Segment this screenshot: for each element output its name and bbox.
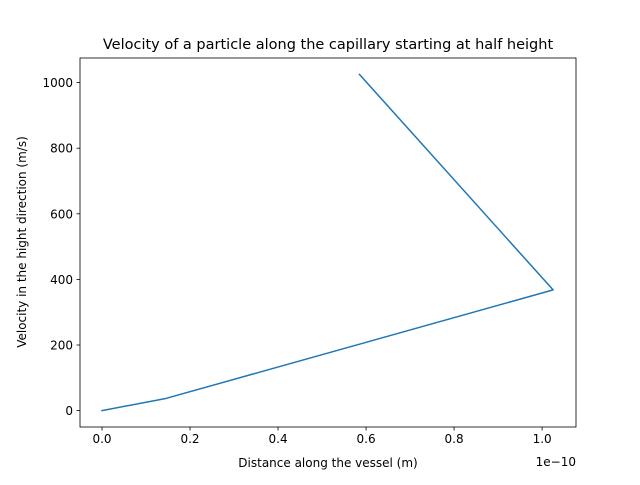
plot-area [101,73,554,412]
x-tick-label: 0.0 [92,432,111,446]
x-tick-label: 0.4 [269,432,288,446]
x-tick-label: 0.8 [445,432,464,446]
x-tick-label: 1.0 [533,432,552,446]
y-tick-label: 0 [65,404,73,418]
chart-title: Velocity of a particle along the capilla… [103,37,554,53]
axes-frame [79,57,577,428]
y-tick-label: 200 [50,339,73,353]
x-axis-label: Distance along the vessel (m) [238,456,417,470]
y-tick-label: 1000 [42,76,73,90]
y-tick-label: 600 [50,207,73,221]
y-tick-label: 400 [50,273,73,287]
y-axis-label: Velocity in the hight direction (m/s) [15,136,29,348]
axes: 0.0 0.2 0.4 0.6 0.8 1.0 0 200 400 600 800 1000 [42,57,577,446]
y-tick-label: 800 [50,142,73,156]
series-line-0 [101,73,554,412]
x-tick-label: 0.6 [357,432,376,446]
x-axis-offset-label: 1e−10 [536,455,576,469]
x-tick-label: 0.2 [180,432,199,446]
